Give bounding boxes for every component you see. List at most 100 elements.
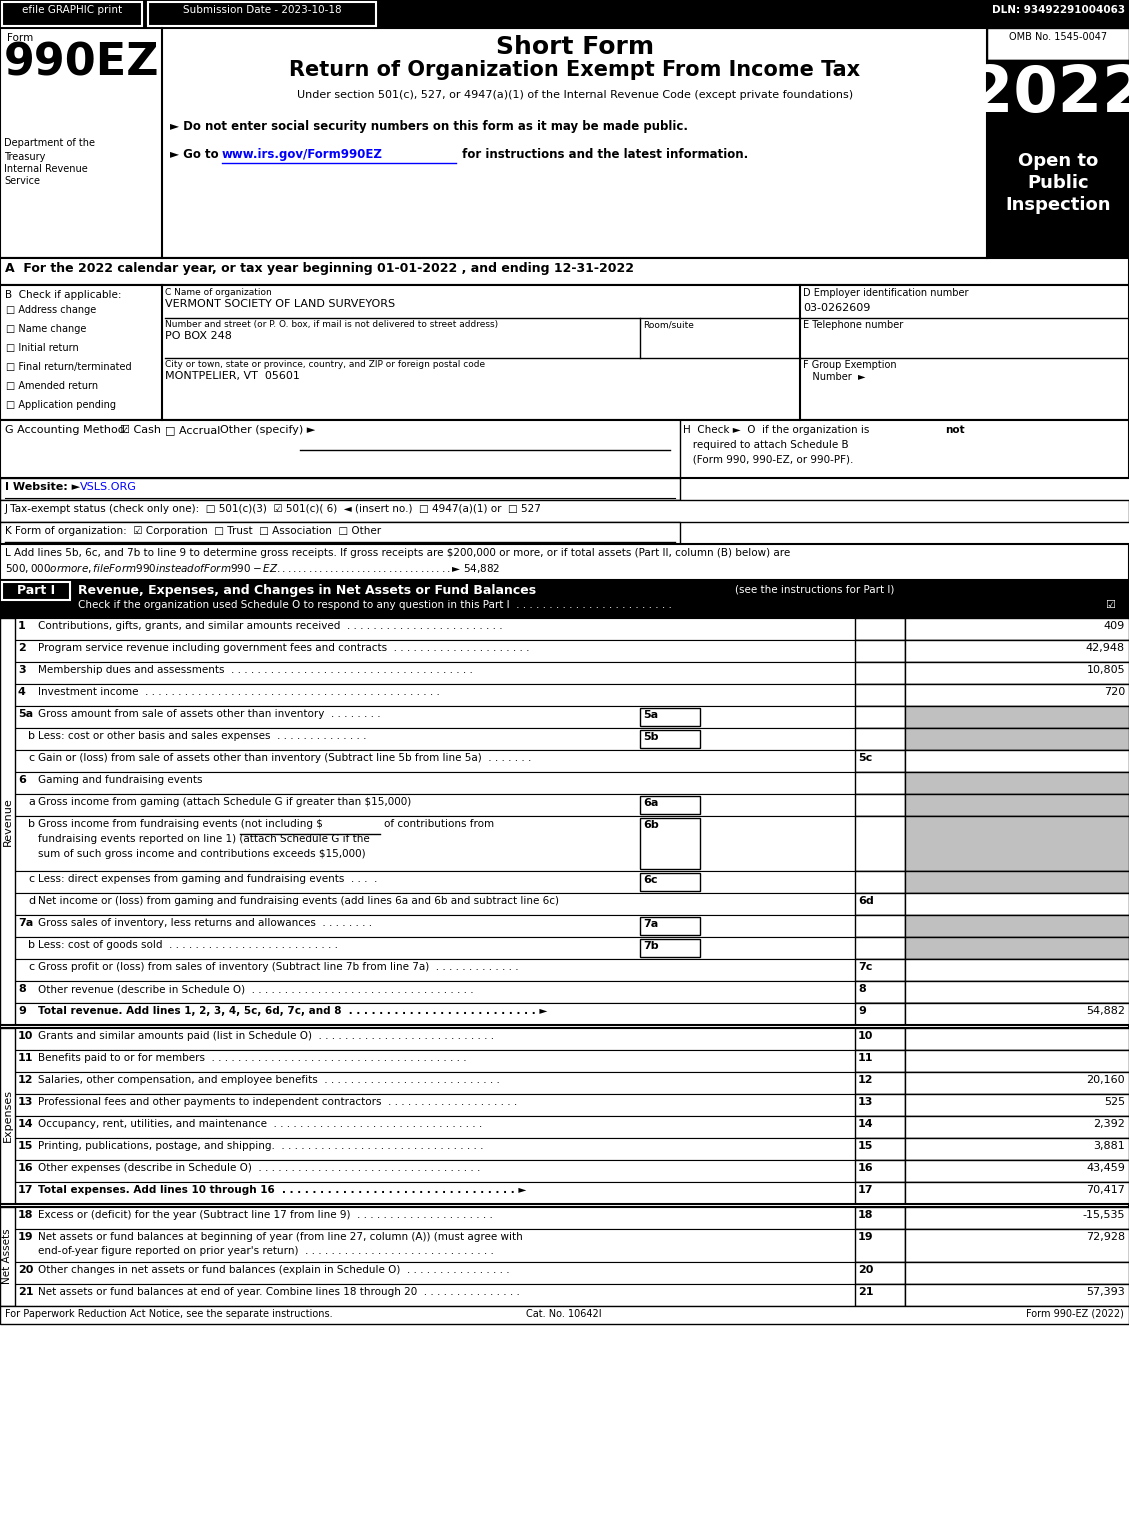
Bar bbox=[0, 706, 1129, 727]
Text: 5c: 5c bbox=[858, 753, 873, 762]
Bar bbox=[905, 750, 1129, 772]
Text: ► Do not enter social security numbers on this form as it may be made public.: ► Do not enter social security numbers o… bbox=[170, 120, 688, 133]
Text: Program service revenue including government fees and contracts  . . . . . . . .: Program service revenue including govern… bbox=[38, 644, 530, 653]
Text: D Employer identification number: D Employer identification number bbox=[803, 288, 969, 297]
Bar bbox=[855, 816, 905, 871]
Text: Occupancy, rent, utilities, and maintenance  . . . . . . . . . . . . . . . . . .: Occupancy, rent, utilities, and maintena… bbox=[38, 1119, 482, 1128]
Text: DLN: 93492291004063: DLN: 93492291004063 bbox=[992, 5, 1124, 15]
Text: 03-0262609: 03-0262609 bbox=[803, 303, 870, 313]
Bar bbox=[905, 816, 1129, 871]
Text: Part I: Part I bbox=[17, 584, 55, 596]
Text: 15: 15 bbox=[858, 1141, 874, 1151]
Bar bbox=[855, 1263, 905, 1284]
Text: 6a: 6a bbox=[644, 798, 658, 808]
Text: 6d: 6d bbox=[858, 897, 874, 906]
Bar bbox=[855, 1003, 905, 1025]
Bar bbox=[0, 522, 680, 544]
Text: C Name of organization: C Name of organization bbox=[165, 288, 272, 297]
Text: Number and street (or P. O. box, if mail is not delivered to street address): Number and street (or P. O. box, if mail… bbox=[165, 320, 498, 329]
Text: Check if the organization used Schedule O to respond to any question in this Par: Check if the organization used Schedule … bbox=[78, 599, 672, 610]
Text: OMB No. 1545-0047: OMB No. 1545-0047 bbox=[1009, 32, 1108, 43]
Bar bbox=[905, 727, 1129, 750]
Bar bbox=[2, 583, 70, 599]
Bar bbox=[905, 959, 1129, 981]
Text: 19: 19 bbox=[18, 1232, 34, 1241]
Bar bbox=[640, 817, 700, 869]
Bar bbox=[905, 1003, 1129, 1025]
Text: 2022: 2022 bbox=[970, 63, 1129, 125]
Text: 9: 9 bbox=[858, 1006, 866, 1016]
Text: Membership dues and assessments  . . . . . . . . . . . . . . . . . . . . . . . .: Membership dues and assessments . . . . … bbox=[38, 665, 473, 676]
Text: 10: 10 bbox=[858, 1031, 874, 1042]
Text: Submission Date - 2023-10-18: Submission Date - 2023-10-18 bbox=[183, 5, 341, 15]
Bar bbox=[905, 1284, 1129, 1305]
Bar bbox=[855, 1003, 905, 1025]
Text: E Telephone number: E Telephone number bbox=[803, 320, 903, 329]
Text: 11: 11 bbox=[858, 1052, 874, 1063]
Text: 72,928: 72,928 bbox=[1086, 1232, 1124, 1241]
Bar bbox=[905, 1161, 1129, 1182]
Text: 7a: 7a bbox=[18, 918, 33, 929]
Text: Gross income from gaming (attach Schedule G if greater than $15,000): Gross income from gaming (attach Schedul… bbox=[38, 798, 411, 807]
Text: Less: direct expenses from gaming and fundraising events  . . .  .: Less: direct expenses from gaming and fu… bbox=[38, 874, 377, 884]
Bar bbox=[905, 936, 1129, 959]
Text: Salaries, other compensation, and employee benefits  . . . . . . . . . . . . . .: Salaries, other compensation, and employ… bbox=[38, 1075, 500, 1084]
Bar bbox=[640, 730, 700, 747]
Text: 5b: 5b bbox=[644, 732, 658, 743]
Text: Net Assets: Net Assets bbox=[2, 1229, 12, 1284]
Bar bbox=[0, 1206, 1129, 1229]
Text: □ Amended return: □ Amended return bbox=[6, 381, 98, 390]
Text: 57,393: 57,393 bbox=[1086, 1287, 1124, 1296]
Text: □ Address change: □ Address change bbox=[6, 305, 96, 316]
Bar bbox=[905, 795, 1129, 816]
Text: VSLS.ORG: VSLS.ORG bbox=[80, 482, 137, 493]
Text: of contributions from: of contributions from bbox=[384, 819, 495, 830]
Bar bbox=[0, 871, 1129, 894]
Text: Other revenue (describe in Schedule O)  . . . . . . . . . . . . . . . . . . . . : Other revenue (describe in Schedule O) .… bbox=[38, 984, 474, 994]
Text: Total revenue. Add lines 1, 2, 3, 4, 5c, 6d, 7c, and 8  . . . . . . . . . . . . : Total revenue. Add lines 1, 2, 3, 4, 5c,… bbox=[38, 1006, 548, 1016]
Text: 8: 8 bbox=[858, 984, 866, 994]
Bar bbox=[0, 0, 1129, 27]
Bar bbox=[855, 871, 905, 894]
Bar bbox=[0, 981, 1129, 1003]
Text: 12: 12 bbox=[18, 1075, 34, 1084]
Bar bbox=[855, 662, 905, 685]
Text: 14: 14 bbox=[858, 1119, 874, 1128]
Text: 17: 17 bbox=[18, 1185, 34, 1196]
Bar bbox=[640, 939, 700, 958]
Text: 70,417: 70,417 bbox=[1086, 1185, 1124, 1196]
Text: 18: 18 bbox=[18, 1209, 34, 1220]
Bar bbox=[0, 1025, 1129, 1028]
Bar bbox=[905, 1182, 1129, 1205]
Text: 6b: 6b bbox=[644, 820, 658, 830]
Bar bbox=[640, 708, 700, 726]
Bar bbox=[0, 1028, 15, 1205]
Text: For Paperwork Reduction Act Notice, see the separate instructions.: For Paperwork Reduction Act Notice, see … bbox=[5, 1308, 333, 1319]
Text: b: b bbox=[28, 819, 35, 830]
Bar bbox=[905, 662, 1129, 685]
Bar bbox=[0, 500, 1129, 522]
Bar bbox=[0, 1284, 1129, 1305]
Text: PO BOX 248: PO BOX 248 bbox=[165, 331, 231, 342]
Bar bbox=[905, 915, 1129, 936]
Bar bbox=[0, 816, 1129, 871]
Text: Treasury: Treasury bbox=[5, 152, 45, 162]
Bar bbox=[0, 727, 1129, 750]
Text: Revenue, Expenses, and Changes in Net Assets or Fund Balances: Revenue, Expenses, and Changes in Net As… bbox=[78, 584, 536, 596]
Bar bbox=[0, 258, 1129, 285]
Bar bbox=[905, 1263, 1129, 1284]
Bar bbox=[855, 750, 905, 772]
Bar bbox=[905, 640, 1129, 662]
Bar bbox=[0, 27, 1129, 258]
Text: for instructions and the latest information.: for instructions and the latest informat… bbox=[458, 148, 749, 162]
Bar bbox=[0, 959, 1129, 981]
Text: Gain or (loss) from sale of assets other than inventory (Subtract line 5b from l: Gain or (loss) from sale of assets other… bbox=[38, 753, 532, 762]
Text: 12: 12 bbox=[858, 1075, 874, 1084]
Bar bbox=[905, 618, 1129, 640]
Text: c: c bbox=[28, 962, 34, 971]
Text: 6c: 6c bbox=[644, 875, 657, 884]
Text: Revenue: Revenue bbox=[2, 798, 12, 846]
Bar bbox=[640, 796, 700, 814]
Bar bbox=[0, 1229, 1129, 1263]
Text: (Form 990, 990-EZ, or 990-PF).: (Form 990, 990-EZ, or 990-PF). bbox=[683, 454, 854, 465]
